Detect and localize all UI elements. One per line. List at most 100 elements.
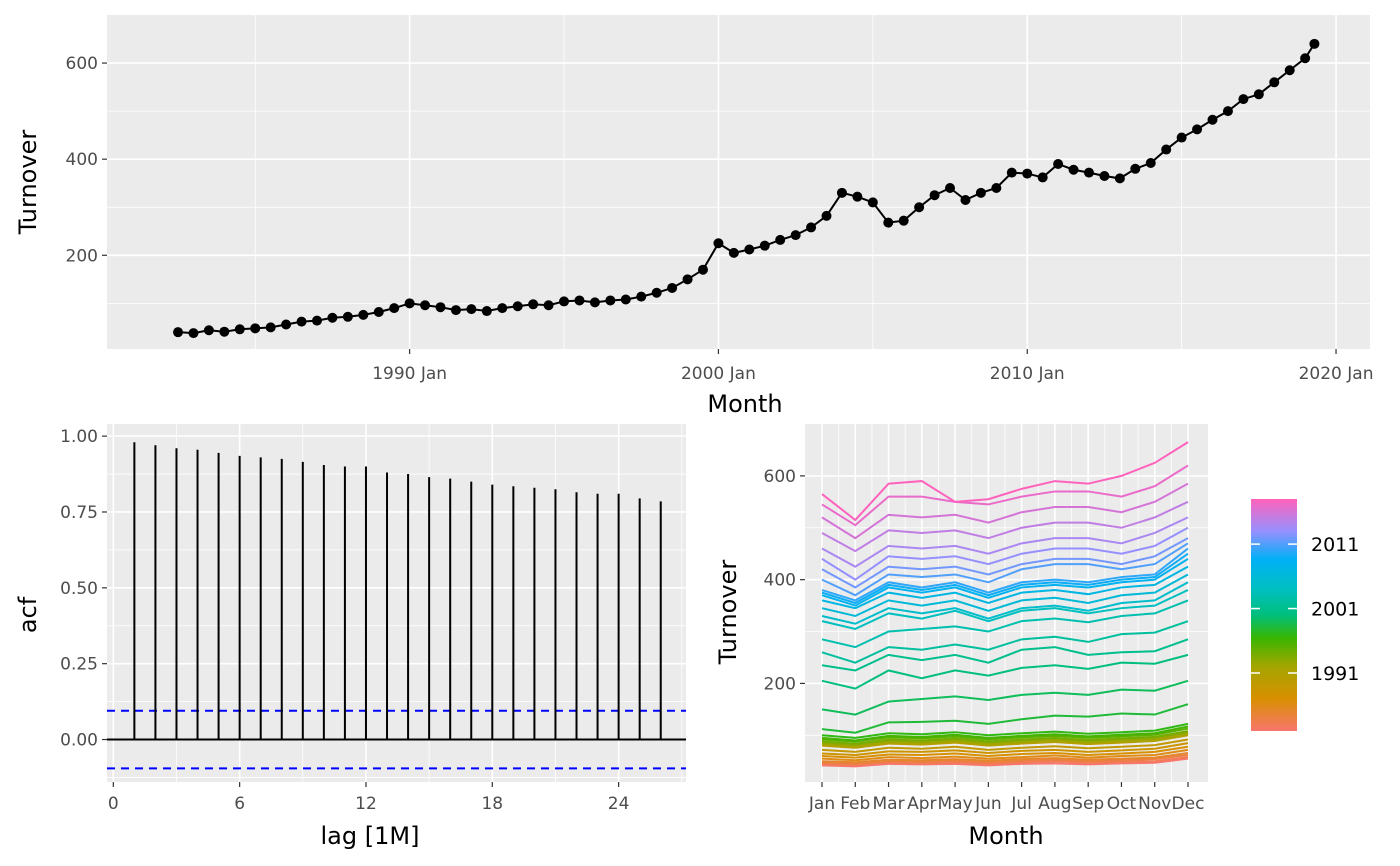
turnover-point xyxy=(620,294,631,305)
x-tick-label: 2010 Jan xyxy=(990,364,1065,384)
turnover-point xyxy=(945,183,956,194)
turnover-point xyxy=(991,183,1002,194)
turnover-point xyxy=(759,240,770,251)
season-line-2005 xyxy=(821,581,1189,625)
acf-panel: 0.00 0.25 0.50 0.75 1.00 0 6 12 18 24 lag [1M] a… xyxy=(14,424,686,850)
turnover-point xyxy=(296,316,307,327)
x-tick-label: Nov xyxy=(1138,794,1171,814)
turnover-point xyxy=(728,247,739,258)
turnover-point xyxy=(574,295,585,306)
turnover-point xyxy=(1207,114,1218,125)
x-tick-label: Jun xyxy=(974,794,1002,814)
turnover-point xyxy=(1222,106,1233,117)
season-panel: 200 400 600 Jan Feb Mar Apr May Jun Jul Aug Sep Oct… xyxy=(714,424,1359,850)
turnover-point xyxy=(775,234,786,245)
turnover-point xyxy=(389,303,400,314)
turnover-point xyxy=(1253,89,1264,100)
x-tick-label: 24 xyxy=(608,794,630,814)
season-x-axis-title: Month xyxy=(968,822,1043,850)
season-legend: 2011 2001 1991 xyxy=(1251,499,1359,731)
turnover-point xyxy=(435,302,446,313)
x-tick-label: 2000 Jan xyxy=(681,364,756,384)
legend-label: 2011 xyxy=(1311,534,1359,556)
acf-plot-background xyxy=(107,424,686,782)
acf-x-axis-title: lag [1M] xyxy=(321,822,420,850)
x-tick-label: Oct xyxy=(1107,794,1137,814)
turnover-point xyxy=(559,296,570,307)
x-tick-label: Apr xyxy=(907,794,936,814)
season-line-1999 xyxy=(821,679,1189,716)
season-line-1983 xyxy=(821,756,1189,766)
season-line-2009 xyxy=(821,552,1189,605)
turnover-point xyxy=(1068,164,1079,175)
turnover-point xyxy=(342,311,353,322)
color-legend-ticks: 2011 2001 1991 xyxy=(1251,534,1359,685)
turnover-point xyxy=(450,305,461,316)
acf-bars xyxy=(107,442,686,770)
acf-x-axis: 0 6 12 18 24 xyxy=(108,782,630,814)
season-line-1988 xyxy=(821,742,1189,757)
turnover-point xyxy=(1238,94,1249,105)
season-line-1992 xyxy=(821,733,1189,748)
turnover-point xyxy=(1099,170,1110,181)
turnover-point xyxy=(898,215,909,226)
turnover-point xyxy=(960,195,971,206)
season-line-1987 xyxy=(821,745,1189,759)
turnover-point xyxy=(1145,158,1156,169)
turnover-point xyxy=(914,202,925,213)
season-line-1993 xyxy=(821,731,1189,746)
turnover-point xyxy=(1309,38,1320,49)
x-tick-label: May xyxy=(938,794,973,814)
season-series xyxy=(821,441,1189,768)
season-line-2014 xyxy=(821,516,1189,568)
turnover-point xyxy=(1114,173,1125,184)
season-line-2015 xyxy=(821,500,1189,553)
season-y-axis-title: Turnover xyxy=(714,560,742,666)
legend-label: 1991 xyxy=(1311,663,1359,685)
turnover-point xyxy=(1176,132,1187,143)
turnover-point xyxy=(1083,167,1094,178)
x-tick-label: Jul xyxy=(1010,794,1032,814)
x-tick-label: 2020 Jan xyxy=(1299,364,1374,384)
x-tick-label: Feb xyxy=(840,794,870,814)
turnover-point xyxy=(373,306,384,317)
season-line-2001 xyxy=(821,638,1189,672)
season-line-1989 xyxy=(821,738,1189,753)
turnover-point xyxy=(636,291,647,302)
turnover-point xyxy=(173,327,184,338)
turnover-point xyxy=(311,315,322,326)
y-tick-label: 400 xyxy=(764,571,796,591)
turnover-point xyxy=(327,312,338,323)
season-line-1984 xyxy=(821,754,1189,765)
timeseries-panel: 200 400 600 1990 Jan 2000 Jan 2010 Jan 2020 J… xyxy=(14,15,1373,418)
season-line-1996 xyxy=(821,725,1189,742)
season-line-1998 xyxy=(821,703,1189,734)
turnover-point xyxy=(713,238,724,249)
season-line-1985 xyxy=(821,751,1189,764)
season-line-2013 xyxy=(821,526,1189,581)
turnover-point xyxy=(651,287,662,298)
timeseries-x-axis: 1990 Jan 2000 Jan 2010 Jan 2020 Jan xyxy=(372,349,1373,384)
turnover-point xyxy=(1053,158,1064,169)
turnover-point xyxy=(883,217,894,228)
x-tick-label: Aug xyxy=(1038,794,1071,814)
timeseries-y-axis-title: Turnover xyxy=(14,130,42,236)
x-tick-label: Jan xyxy=(808,794,835,814)
x-tick-label: Mar xyxy=(873,794,905,814)
turnover-point xyxy=(358,309,369,320)
season-line-2002 xyxy=(821,620,1189,664)
season-line-2000 xyxy=(821,653,1189,690)
turnover-point xyxy=(806,222,817,233)
x-tick-label: 18 xyxy=(481,794,503,814)
timeseries-x-axis-title: Month xyxy=(707,390,782,418)
turnover-point xyxy=(1130,163,1141,174)
x-tick-label: 0 xyxy=(108,794,119,814)
turnover-point xyxy=(265,322,276,333)
season-line-2003 xyxy=(821,599,1189,649)
season-x-axis: Jan Feb Mar Apr May Jun Jul Aug Sep Oct Nov Dec xyxy=(808,782,1204,814)
y-tick-label: 0.00 xyxy=(60,731,98,751)
turnover-point xyxy=(1161,144,1172,155)
season-line-2018 xyxy=(821,441,1189,522)
turnover-point xyxy=(1037,172,1048,183)
